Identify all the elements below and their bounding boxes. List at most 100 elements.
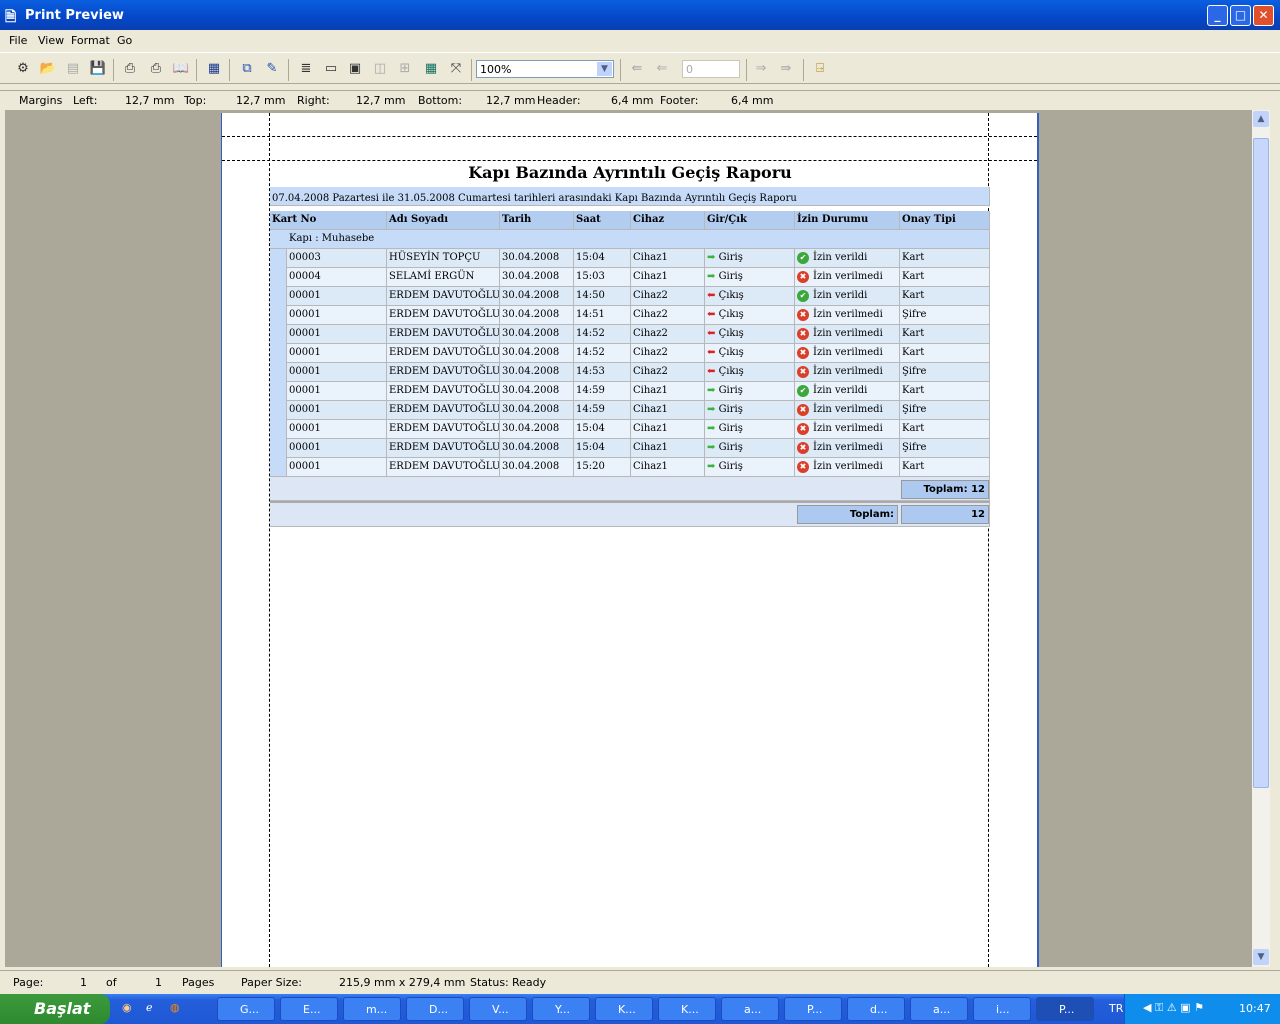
column-header: Onay Tipi [900,211,990,230]
first-page-icon[interactable]: ⇚ [631,61,643,76]
menu-file[interactable]: File [9,34,28,47]
quicklaunch-ie-icon[interactable]: ℯ [146,1001,153,1014]
taskbar-task-button[interactable]: K... [595,997,653,1021]
taskbar-task-button[interactable]: K... [658,997,716,1021]
table-cell: Cihaz1 [631,268,705,287]
book-icon[interactable]: 📖 [172,61,190,76]
one-page-icon[interactable]: ▣ [348,61,362,76]
table-cell: 30.04.2008 [500,401,574,420]
task-label: V... [492,1003,509,1016]
taskbar-task-button[interactable]: V... [469,997,527,1021]
cell-text: 00001 [289,423,321,434]
column-header: Kart No [270,211,387,230]
table-cell: 00003 [287,249,387,268]
cell-text: 30.04.2008 [502,461,560,472]
next-page-icon[interactable]: ⇒ [755,61,767,76]
taskbar-task-button[interactable]: d... [847,997,905,1021]
tray-icons[interactable]: ◀ ⚿ ⚠ ▣ ⚑ [1143,1001,1204,1014]
edit-page-icon[interactable]: ✎ [266,61,278,76]
page-width-icon[interactable]: ≣ [300,61,312,76]
language-indicator[interactable]: TR [1109,1002,1124,1015]
taskbar-task-button[interactable]: D... [406,997,464,1021]
copy-pages-icon[interactable]: ⧉ [242,61,252,76]
table-cell: ERDEM DAVUTOĞLU [387,382,500,401]
table-cell: ➡ Giriş [705,268,795,287]
two-pages-icon[interactable]: ◫ [373,61,387,76]
zoom-fit-icon[interactable]: ⤧ [450,61,462,76]
scroll-down-icon[interactable]: ▼ [1253,949,1269,965]
top-margin-label: Top: [184,94,207,107]
cell-text: Cihaz1 [633,404,668,415]
print-setup-icon[interactable]: ⎙ [150,61,162,76]
four-pages-icon[interactable]: ⊞ [399,61,411,76]
cell-text: 14:51 [576,309,605,320]
previous-page-icon[interactable]: ⇐ [656,61,668,76]
maximize-button[interactable]: □ [1230,5,1251,26]
cell-text: 15:04 [576,442,605,453]
cell-text: Cihaz1 [633,271,668,282]
table-cell: ERDEM DAVUTOĞLU [387,363,500,382]
scroll-thumb[interactable] [1253,138,1269,788]
entry-arrow-icon: ➡ [707,271,719,282]
column-header: İzin Durumu [795,211,900,230]
print-icon[interactable]: ⎙ [124,61,136,76]
bottom-margin-value[interactable]: 12,7 mm [486,94,536,107]
taskbar-task-button[interactable]: m... [343,997,401,1021]
menu-go[interactable]: Go [117,34,133,47]
last-page-icon[interactable]: ⇛ [780,61,792,76]
right-margin-label: Right: [297,94,330,107]
taskbar-task-button[interactable]: Y... [532,997,590,1021]
cell-text: İzin verilmedi [813,271,883,282]
table-cell: 30.04.2008 [500,363,574,382]
taskbar-task-button[interactable]: G... [217,997,275,1021]
taskbar-task-button[interactable]: E... [280,997,338,1021]
quicklaunch-firefox-icon[interactable]: ◍ [170,1001,180,1014]
quicklaunch-outlook-icon[interactable]: ◉ [122,1001,132,1014]
taskbar-task-button[interactable]: a... [721,997,779,1021]
taskbar-task-button[interactable]: P... [1036,997,1094,1021]
cell-text: ERDEM DAVUTOĞLU [389,385,500,396]
table-cell: 14:59 [574,401,631,420]
entry-arrow-icon: ➡ [707,442,719,453]
open-icon[interactable]: 📂 [39,61,57,76]
cell-text: İzin verilmedi [813,442,883,453]
zoom-select[interactable]: 100% ▼ [476,60,614,78]
settings-gear-icon[interactable]: ⚙ [17,61,29,76]
exit-arrow-icon: ⬅ [707,328,719,339]
vertical-scrollbar[interactable]: ▲ ▼ [1252,110,1270,967]
minimize-button[interactable]: _ [1207,5,1228,26]
top-margin-value[interactable]: 12,7 mm [236,94,286,107]
denied-x-icon: ✖ [797,423,809,435]
page-setup-icon[interactable]: ▦ [207,61,221,76]
page-number-input[interactable]: 0 [682,60,740,78]
multiple-pages-icon[interactable]: ▦ [424,61,438,76]
header-margin-value[interactable]: 6,4 mm [611,94,654,107]
menu-format[interactable]: Format [71,34,110,47]
left-margin-value[interactable]: 12,7 mm [125,94,175,107]
cell-text: Kart [902,328,925,339]
close-button[interactable]: ✕ [1253,5,1274,26]
whole-page-icon[interactable]: ▭ [324,61,338,76]
group-footer [270,477,990,501]
taskbar-task-button[interactable]: P... [784,997,842,1021]
separator [113,59,114,81]
bottom-margin-label: Bottom: [418,94,463,107]
menu-view[interactable]: View [38,34,65,47]
scroll-up-icon[interactable]: ▲ [1253,111,1269,127]
export-icon[interactable]: ▤ [66,61,80,76]
cell-text: ERDEM DAVUTOĞLU [389,423,500,434]
exit-door-icon[interactable]: ⍈ [816,61,824,76]
taskbar-task-button[interactable]: i... [973,997,1031,1021]
start-button[interactable]: Başlat [0,994,110,1024]
taskbar-task-button[interactable]: a... [910,997,968,1021]
page-label: Page: [13,976,44,989]
cell-text: Çıkış [718,290,744,301]
cell-text: 30.04.2008 [502,309,560,320]
chevron-down-icon[interactable]: ▼ [597,62,612,76]
table-cell: Cihaz2 [631,287,705,306]
save-icon[interactable]: 💾 [89,61,107,76]
footer-margin-value[interactable]: 6,4 mm [731,94,774,107]
right-margin-value[interactable]: 12,7 mm [356,94,406,107]
cell-text: 30.04.2008 [502,385,560,396]
cell-text: Şifre [902,404,927,415]
